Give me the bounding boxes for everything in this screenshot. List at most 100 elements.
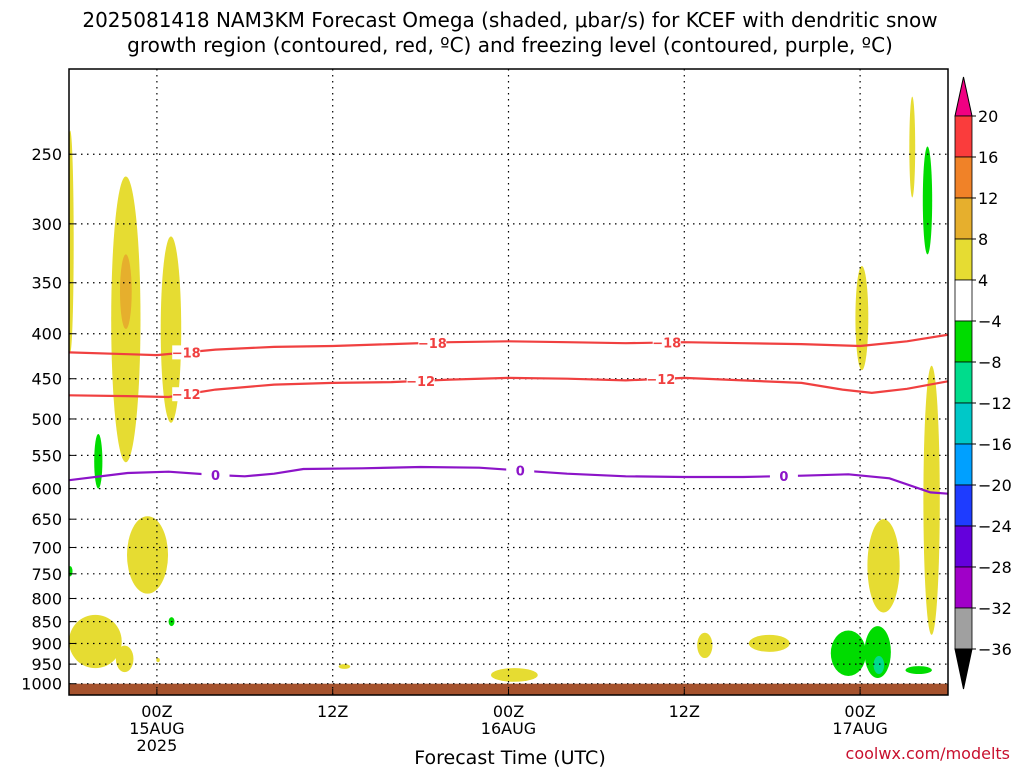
shaded-low-blob-d: [697, 632, 713, 659]
ytick-label-450: 450: [31, 370, 62, 389]
shaded-tiny-yellow-a: [156, 658, 160, 663]
ytick-label-400: 400: [31, 325, 62, 344]
shaded-teal-core: [873, 655, 885, 675]
colorbar-label-2: 12: [978, 189, 998, 208]
shaded-green-streak-a: [94, 433, 103, 489]
contour-label-bg-0-1: [506, 463, 535, 478]
shaded-low-blob-c: [490, 668, 538, 682]
xtick-label-120-2: 17AUG: [832, 719, 887, 738]
shaded-low-blob-a: [69, 614, 122, 669]
colorbar-bin-8: [954, 443, 973, 486]
chart-title-line2: growth region (contoured, red, ºC) and f…: [127, 33, 893, 57]
xtick-label-90-1: 12Z: [669, 702, 700, 721]
colorbar-label-0: 20: [978, 107, 998, 126]
xtick-label-0-3: 2025: [137, 736, 178, 755]
colorbar-bin-6: [954, 361, 973, 404]
shaded-green-low-a: [830, 630, 866, 676]
contour--12: [69, 376, 948, 399]
shaded-green-low-b: [864, 626, 891, 678]
shaded-tall-column-a-core: [119, 254, 132, 329]
colorbar-bin-4: [954, 279, 973, 322]
ytick-label-900: 900: [31, 634, 62, 653]
contour-label-bg-0-0: [201, 467, 230, 482]
contour-label--12-0: −12: [172, 388, 201, 403]
xtick-label-0-2: 15AUG: [129, 719, 184, 738]
contour-label--12-1: −12: [406, 375, 435, 390]
colorbar-bin-9: [954, 484, 973, 527]
ytick-label-1000: 1000: [21, 675, 62, 694]
shaded-column-c: [855, 266, 869, 371]
ytick-label-500: 500: [31, 410, 62, 429]
ytick-label-800: 800: [31, 589, 62, 608]
shaded-low-blob-e: [748, 634, 790, 652]
colorbar-bin-10: [954, 525, 973, 568]
contour-label-bg--18-2: [652, 335, 681, 350]
colorbar-label-3: 8: [978, 230, 988, 249]
colorbar-bin-11: [954, 566, 973, 609]
xtick-label-0-1: 00Z: [141, 702, 172, 721]
shaded-mid-blob: [127, 516, 169, 594]
xtick-label-120-1: 00Z: [844, 702, 875, 721]
ytick-label-250: 250: [31, 145, 62, 164]
colorbar-label-10: −24: [978, 517, 1012, 536]
xtick-label-60-1: 00Z: [493, 702, 524, 721]
colorbar-label-5: −4: [978, 312, 1002, 331]
contour-label--12-2: −12: [646, 373, 675, 388]
colorbar-label-12: −32: [978, 599, 1012, 618]
temperature-contours: −18 −18 −18 −12 −12 −12 0 0 0: [69, 333, 948, 495]
ytick-label-750: 750: [31, 565, 62, 584]
ytick-label-700: 700: [31, 538, 62, 557]
shaded-tiny-yellow-b: [338, 664, 351, 669]
x-axis-label: Forecast Time (UTC): [414, 747, 605, 768]
contour-label--18-1: −18: [418, 337, 447, 352]
credit-text: coolwx.com/modelts: [846, 744, 1010, 763]
ytick-label-550: 550: [31, 446, 62, 465]
colorbar-label-7: −12: [978, 394, 1012, 413]
ytick-label-950: 950: [31, 655, 62, 674]
xtick-label-60-2: 16AUG: [481, 719, 536, 738]
xtick-label-30-1: 12Z: [317, 702, 348, 721]
shaded-right-column: [923, 365, 940, 635]
ytick-label-300: 300: [31, 215, 62, 234]
shaded-green-column-upper: [922, 146, 933, 255]
contour-label--18-2: −18: [652, 337, 681, 352]
ytick-label-850: 850: [31, 613, 62, 632]
colorbar-label-11: −28: [978, 558, 1012, 577]
colorbar-bin-5: [954, 320, 973, 363]
y-axis-ticks: 250 300 350 400 450 500 550 600 650 700 750 800 850 9…: [21, 145, 75, 694]
contour-label-bg--18-0: [172, 345, 201, 360]
colorbar-label-8: −16: [978, 435, 1012, 454]
contour-label-bg-0-2: [769, 469, 798, 484]
colorbar-label-13: −36: [978, 640, 1012, 659]
contour-label-bg--12-0: [172, 387, 201, 402]
contour-label-0-0: 0: [211, 469, 220, 484]
contour-label-bg--12-1: [406, 373, 435, 388]
shaded-upper-streak: [909, 96, 916, 198]
colorbar-bin-2: [954, 197, 973, 240]
colorbar-bin-1: [954, 156, 973, 199]
colorbar-bin-3: [954, 238, 973, 281]
colorbar-bin-0: [954, 115, 973, 158]
ytick-label-600: 600: [31, 480, 62, 499]
contour-label-bg--18-1: [418, 335, 447, 350]
contour-label-0-1: 0: [516, 464, 525, 479]
shaded-low-blob-b: [115, 645, 134, 673]
ytick-label-650: 650: [31, 510, 62, 529]
contour-label--18-0: −18: [172, 346, 201, 361]
colorbar-label-4: 4: [978, 271, 988, 290]
contour-label-0-2: 0: [779, 470, 788, 485]
colorbar-label-6: −8: [978, 353, 1002, 372]
contour-label-bg--12-2: [646, 371, 675, 386]
colorbar: 20 16 12 8 4 −4 −8 −12 −16 −20 −24 −28 −32 −36: [954, 76, 1012, 690]
colorbar-below-triangle: [954, 648, 973, 690]
colorbar-label-1: 16: [978, 148, 998, 167]
colorbar-bin-7: [954, 402, 973, 445]
ytick-label-350: 350: [31, 274, 62, 293]
colorbar-bin-12: [954, 607, 973, 650]
shaded-green-low-c: [905, 666, 932, 675]
chart-title-line1: 2025081418 NAM3KM Forecast Omega (shaded…: [82, 8, 937, 32]
pressure-gridlines: [69, 153, 948, 685]
colorbar-above-triangle: [954, 76, 973, 117]
